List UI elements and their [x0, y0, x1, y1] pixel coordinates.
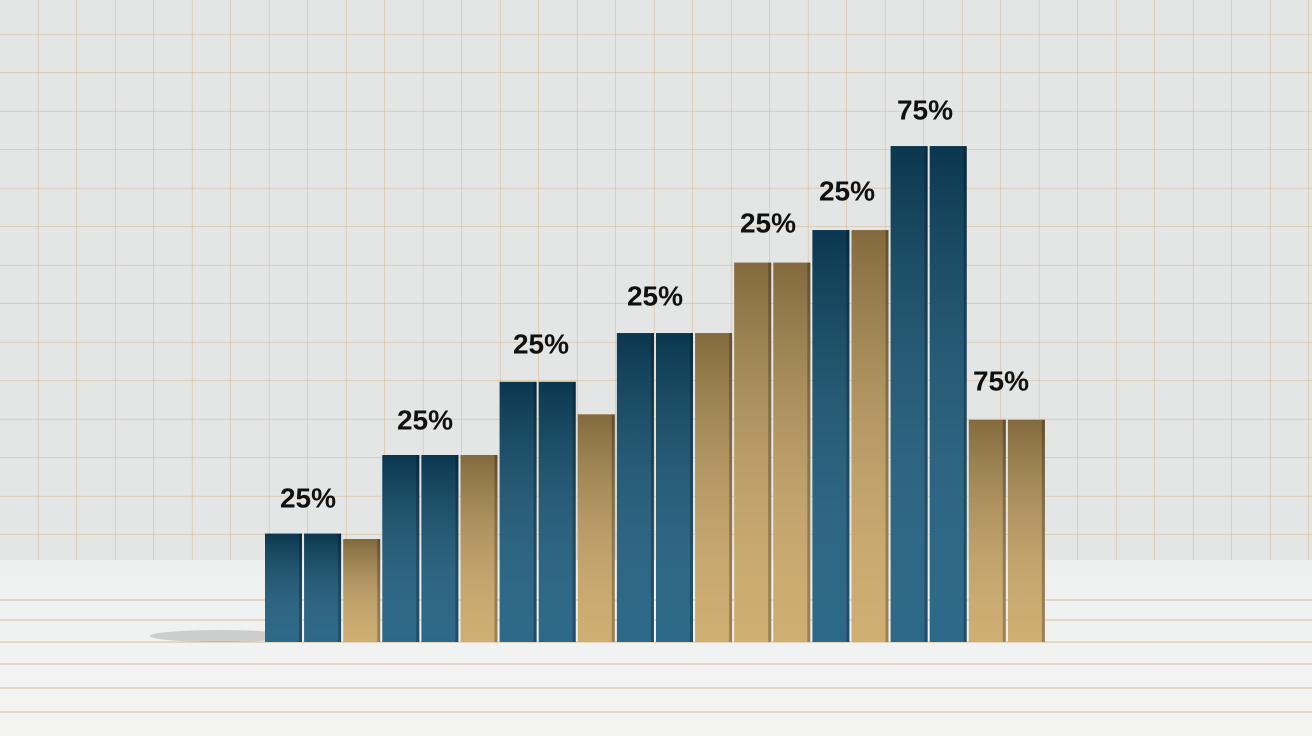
bar-edge — [846, 230, 850, 642]
bar-shade — [577, 414, 615, 642]
bar-edge — [1002, 419, 1006, 642]
annotation: 25% — [397, 404, 453, 435]
bar-edge — [455, 455, 459, 642]
bar-shade — [1007, 419, 1045, 642]
annotation: 25% — [627, 280, 683, 311]
bar-shade — [460, 455, 498, 642]
annotation: 75% — [973, 365, 1029, 396]
bar-edge — [611, 414, 615, 642]
bar-edge — [572, 381, 576, 642]
bar-edge — [924, 146, 928, 642]
bar-edge — [416, 455, 420, 642]
bar-edge — [690, 333, 693, 642]
bar-shade — [656, 333, 693, 642]
bar-edge — [807, 262, 811, 642]
bar-shade — [421, 455, 459, 642]
bar-shade — [616, 333, 654, 642]
bar-shade — [773, 262, 811, 642]
bar-edge — [299, 533, 302, 642]
bar-edge — [494, 455, 498, 642]
bar-shade — [851, 230, 889, 642]
bar-edge — [377, 539, 381, 642]
bar-shade — [695, 333, 733, 642]
bar-edge — [338, 533, 342, 642]
annotation: 25% — [740, 207, 796, 238]
bar-edge — [963, 146, 967, 642]
bar-shade — [265, 533, 302, 642]
annotation: 25% — [513, 328, 569, 359]
bar-shade — [343, 539, 381, 642]
bar-shade — [968, 419, 1006, 642]
bar-shade — [538, 381, 576, 642]
annotation: 75% — [897, 94, 953, 125]
bar-shade — [890, 146, 928, 642]
bar-shade — [812, 230, 850, 642]
bar-shade — [929, 146, 967, 642]
bar-shade — [734, 262, 772, 642]
bar-shade — [304, 533, 342, 642]
annotation: 25% — [280, 482, 336, 513]
bar-shade — [382, 455, 420, 642]
bar-edge — [650, 333, 654, 642]
shadow — [150, 630, 290, 642]
bar-edge — [729, 333, 733, 642]
bar-edge — [533, 381, 537, 642]
bar-edge — [768, 262, 772, 642]
annotation: 25% — [819, 175, 875, 206]
bar-edge — [1041, 419, 1045, 642]
bar-edge — [885, 230, 889, 642]
bar-shade — [499, 381, 537, 642]
